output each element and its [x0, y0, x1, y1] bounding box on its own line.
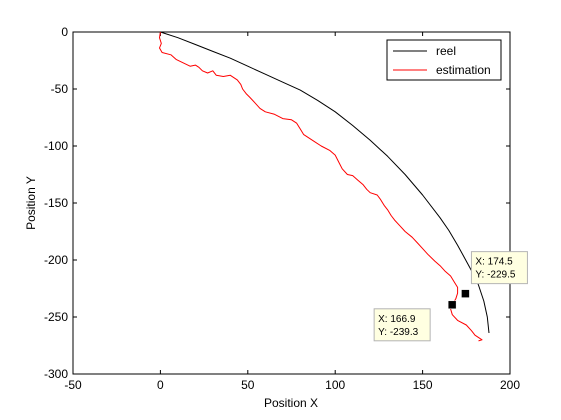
- datatips: X: 174.5 Y: -229.5 X: 166.9 Y: -239.3: [373, 251, 528, 342]
- datatip-y-text: Y: -229.5: [475, 270, 515, 281]
- y-tick-label: 0: [61, 25, 68, 39]
- y-tick-label: -250: [44, 310, 68, 324]
- legend-label-reel: reel: [436, 44, 456, 58]
- legend: reel estimation: [386, 39, 502, 81]
- y-tick-label: -300: [44, 367, 68, 381]
- datatip-box: [470, 251, 528, 285]
- x-tick-label: 0: [157, 378, 164, 392]
- x-tick-label: -50: [64, 378, 82, 392]
- legend-box: [386, 39, 502, 81]
- datatip-marker: [447, 300, 457, 310]
- series-line-estimation: [159, 31, 483, 342]
- datatip-x-text: X: 166.9: [378, 314, 416, 325]
- x-tick-label: 150: [413, 378, 433, 392]
- x-tick-label: 200: [500, 378, 520, 392]
- datatip-x-text: X: 174.5: [475, 257, 513, 268]
- y-tick-label: -150: [44, 196, 68, 210]
- x-axis-label: Position X: [264, 396, 318, 410]
- y-axis-label: Position Y: [24, 176, 38, 230]
- axes-box: [72, 31, 511, 375]
- y-tick-label: -50: [51, 82, 69, 96]
- x-tick-label: 50: [241, 378, 255, 392]
- plot-area: -50 0 50 100 150 2000-50-100-150-200-250-300 …: [44, 25, 528, 392]
- y-tick-label: -200: [44, 253, 68, 267]
- x-tick-label: 100: [325, 378, 345, 392]
- datatip-y-text: Y: -239.3: [378, 327, 418, 338]
- y-tick-label: -100: [44, 139, 68, 153]
- datatip-box: [373, 308, 431, 342]
- datatip-marker: [461, 289, 470, 298]
- legend-label-estimation: estimation: [436, 63, 491, 77]
